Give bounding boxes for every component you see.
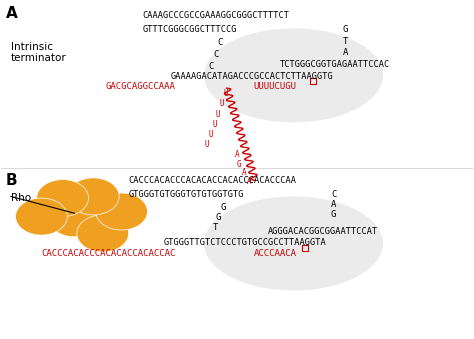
- Text: CACCCACACCCACACACCACACCCACACCCAA: CACCCACACCCACACACCACACCCACACCCAA: [128, 176, 297, 185]
- Text: U: U: [219, 99, 224, 108]
- Ellipse shape: [204, 28, 383, 122]
- Text: U: U: [212, 120, 217, 128]
- Text: GAAAAGACATAGACCCGCCACTCTTAAGGTG: GAAAAGACATAGACCCGCCACTCTTAAGGTG: [171, 72, 334, 81]
- Text: TCTGGGCGGTGAGAATTCCAC: TCTGGGCGGTGAGAATTCCAC: [279, 60, 390, 69]
- Text: T: T: [343, 37, 348, 46]
- Text: GTGGGTGTGGGTGTGTGGTGTG: GTGGGTGTGGGTGTGTGGTGTG: [128, 190, 244, 199]
- Text: A: A: [6, 6, 18, 21]
- Text: G: G: [343, 25, 348, 34]
- Circle shape: [36, 180, 89, 217]
- Text: GTTTCGGGCGGCTTTCCG: GTTTCGGGCGGCTTTCCG: [143, 25, 237, 34]
- Text: A: A: [246, 177, 251, 186]
- Text: T: T: [213, 223, 219, 232]
- Circle shape: [96, 193, 147, 230]
- Text: UUUUCUGU: UUUUCUGU: [254, 82, 297, 91]
- Text: Rho: Rho: [11, 193, 31, 203]
- Text: CAAAGCCCGCCGAAAGGCGGGCTTTTCT: CAAAGCCCGCCGAAAGGCGGGCTTTTCT: [143, 12, 290, 20]
- Text: CACCCACACCCACACACCACACCAC: CACCCACACCCACACACCACACCAC: [41, 248, 176, 258]
- Text: U: U: [204, 140, 209, 149]
- Circle shape: [67, 178, 119, 215]
- Text: G: G: [220, 203, 226, 212]
- Bar: [302, 245, 308, 251]
- Text: B: B: [6, 173, 18, 188]
- Text: G: G: [237, 160, 242, 169]
- Circle shape: [48, 200, 100, 237]
- Text: Intrinsic
terminator: Intrinsic terminator: [11, 42, 66, 63]
- Text: C: C: [213, 50, 219, 59]
- Circle shape: [16, 198, 67, 235]
- Bar: [310, 78, 316, 84]
- Text: C: C: [209, 62, 214, 71]
- Text: U: U: [223, 89, 228, 98]
- Text: GTGGGTTGTCTCCCTGTGCCGCCTTAAGGTA: GTGGGTTGTCTCCCTGTGCCGCCTTAAGGTA: [164, 238, 327, 247]
- Text: U: U: [208, 130, 213, 139]
- Text: U: U: [216, 109, 220, 119]
- Text: C: C: [331, 190, 336, 199]
- Text: A: A: [343, 48, 348, 57]
- Text: G: G: [216, 213, 221, 222]
- Text: AGGGACACGGCGGAATTCCAT: AGGGACACGGCGGAATTCCAT: [268, 227, 378, 236]
- Text: A: A: [331, 200, 336, 209]
- Ellipse shape: [204, 196, 383, 291]
- Text: GACGCAGGCCAAA: GACGCAGGCCAAA: [105, 82, 175, 91]
- Text: A: A: [242, 168, 246, 177]
- Circle shape: [77, 215, 128, 252]
- Text: C: C: [218, 38, 223, 47]
- Text: ACCCAACA: ACCCAACA: [254, 248, 297, 258]
- Text: G: G: [331, 210, 336, 219]
- Text: A: A: [235, 150, 239, 159]
